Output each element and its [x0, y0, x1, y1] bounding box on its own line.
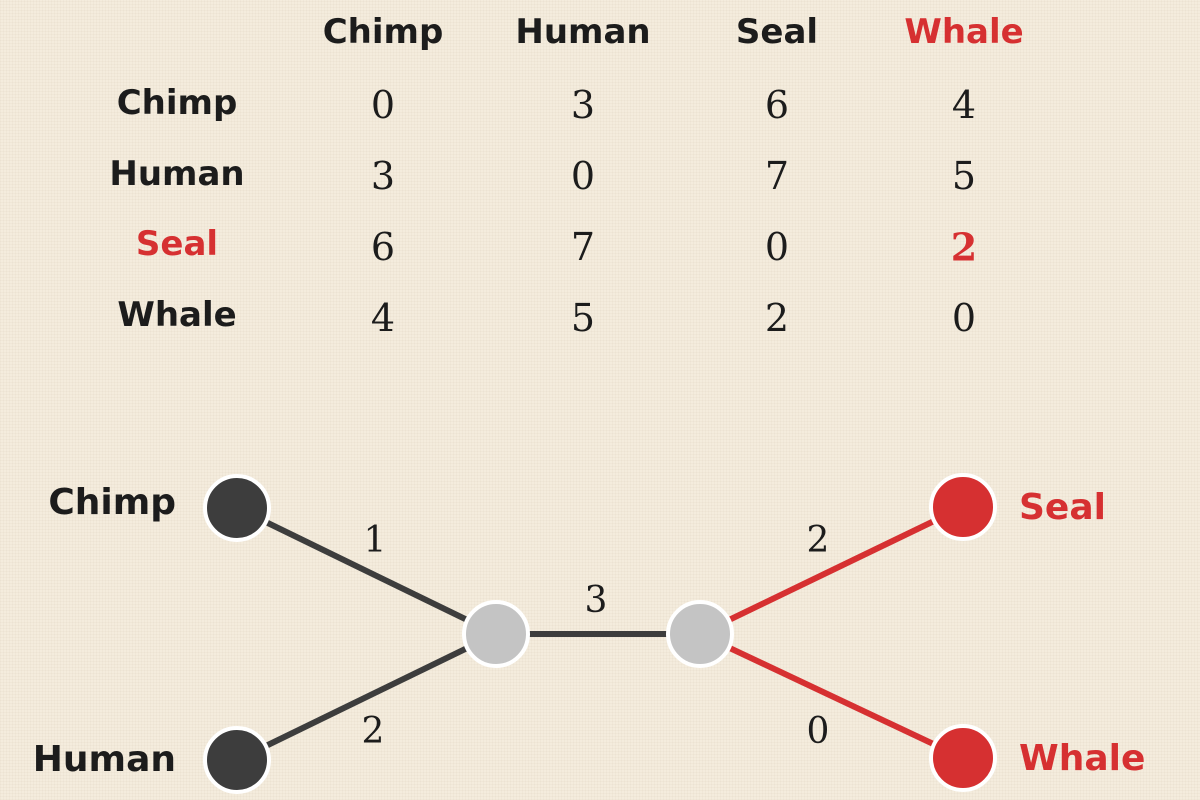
- edge-chimp: [235, 505, 498, 637]
- leaf-label-human: Human: [33, 739, 176, 780]
- internal-node-right: [666, 600, 734, 668]
- matrix-cell-human-seal: 7: [764, 154, 790, 198]
- row-header-chimp: Chimp: [116, 83, 238, 123]
- row-header-whale: Whale: [117, 295, 237, 335]
- matrix-cell-whale-chimp: 4: [370, 296, 396, 340]
- leaf-node-whale: [929, 724, 997, 792]
- matrix-cell-human-chimp: 3: [370, 154, 396, 198]
- matrix-cell-whale-whale: 0: [951, 296, 977, 340]
- edge-label-whale: 0: [807, 711, 830, 752]
- matrix-cell-seal-human: 7: [570, 225, 596, 269]
- matrix-cell-chimp-chimp: 0: [370, 83, 396, 127]
- matrix-cell-whale-seal: 2: [764, 296, 790, 340]
- edge-label-human: 2: [362, 711, 385, 752]
- row-header-human: Human: [109, 154, 245, 194]
- edge-seal: [698, 504, 965, 637]
- leaf-label-whale: Whale: [1019, 738, 1145, 779]
- matrix-cell-seal-seal: 0: [764, 225, 790, 269]
- col-header-whale: Whale: [904, 12, 1024, 52]
- leaf-label-chimp: Chimp: [48, 482, 176, 523]
- edge-whale: [698, 631, 965, 761]
- leaf-node-seal: [929, 473, 997, 541]
- edge-label-chimp: 1: [364, 520, 387, 561]
- row-header-seal: Seal: [135, 224, 219, 264]
- edge-label-internal: 3: [585, 580, 608, 621]
- col-header-seal: Seal: [735, 12, 819, 52]
- matrix-cell-human-human: 0: [570, 154, 596, 198]
- leaf-node-human: [203, 726, 271, 794]
- matrix-cell-chimp-whale: 4: [951, 83, 977, 127]
- matrix-cell-chimp-seal: 6: [764, 83, 790, 127]
- matrix-cell-human-whale: 5: [951, 154, 977, 198]
- col-header-human: Human: [515, 12, 651, 52]
- col-header-chimp: Chimp: [322, 12, 444, 52]
- matrix-cell-whale-human: 5: [570, 296, 596, 340]
- edge-human: [235, 631, 498, 763]
- matrix-cell-chimp-human: 3: [570, 83, 596, 127]
- matrix-cell-seal-whale: 2: [950, 224, 978, 270]
- leaf-label-seal: Seal: [1019, 487, 1106, 528]
- matrix-cell-seal-chimp: 6: [370, 225, 396, 269]
- leaf-node-chimp: [203, 474, 271, 542]
- edge-label-seal: 2: [807, 520, 830, 561]
- internal-node-left: [462, 600, 530, 668]
